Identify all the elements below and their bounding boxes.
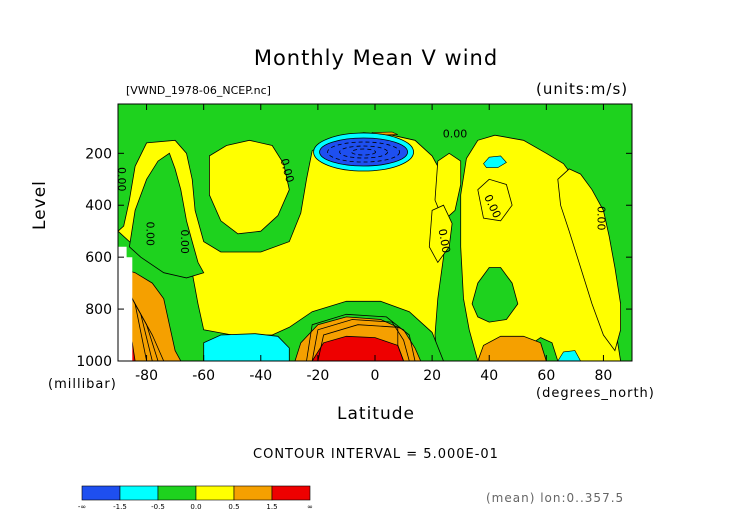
x-tick-label: -60 [192, 368, 215, 384]
terrain-mask [118, 246, 133, 361]
footer-note: (mean) lon:0..357.5 [486, 491, 625, 505]
colorbar-swatch [157, 485, 197, 501]
contour-label: 0.00 [144, 222, 157, 247]
colorbar-label: -1.5 [113, 503, 127, 511]
green-region-3 [471, 267, 519, 323]
colorbar-label: -0.5 [151, 503, 165, 511]
colorbar-swatch [233, 485, 273, 501]
y-tick-label: 400 [85, 198, 112, 214]
antarctic-contour-3 [140, 314, 165, 361]
x-tick-label: -20 [306, 368, 329, 384]
contour-label: 0.00 [443, 128, 468, 141]
colorbar-label: -∞ [78, 503, 86, 511]
x-tick-label: -80 [135, 368, 158, 384]
y-axis-title: Level [30, 180, 50, 230]
red-surface-center [311, 335, 405, 361]
x-tick-label: -40 [249, 368, 272, 384]
units-label: (units:m/s) [536, 80, 629, 98]
orange-surface-north [477, 335, 547, 361]
colorbar-swatch [81, 485, 121, 501]
colorbar-label: ∞ [307, 503, 313, 511]
yellow-pocket-0 [208, 139, 290, 235]
x-axis-title: Latitude [337, 404, 415, 424]
chart-title: Monthly Mean V wind [253, 46, 499, 70]
contour-label: 0.00 [278, 157, 297, 184]
blue-upper-core [319, 137, 408, 167]
contour-label: 0.00 [115, 167, 128, 192]
y-tick-label: 200 [85, 146, 112, 162]
yellow-pocket-2 [434, 152, 462, 222]
cyan-surface-north [557, 350, 581, 361]
red-contour-0 [306, 313, 416, 361]
red-contour-1 [311, 319, 410, 361]
contour-label: 0.00 [595, 206, 608, 231]
y-tick-label: 600 [85, 250, 112, 266]
colorbar-swatch [271, 485, 311, 501]
colorbar-label: 0.5 [228, 503, 239, 511]
yellow-pocket-4 [428, 204, 453, 264]
colorbar-swatch [195, 485, 235, 501]
colorbar-label: 1.5 [266, 503, 277, 511]
colorbar-swatch [119, 485, 159, 501]
contour-interval-label: CONTOUR INTERVAL = 5.000E-01 [253, 447, 499, 462]
y-tick-label: 800 [85, 302, 112, 318]
x-tick-label: 0 [371, 368, 380, 384]
contour-label: 0.00 [178, 229, 191, 254]
x-tick-label: 60 [537, 368, 555, 384]
x-axis-unit: (degrees_north) [536, 386, 655, 401]
orange-antarctic [118, 267, 182, 361]
blue-contour-1 [327, 141, 400, 163]
cyan-surface-south [203, 333, 290, 361]
x-tick-label: 80 [595, 368, 613, 384]
dataset-label: [VWND_1978-06_NCEP.nc] [126, 84, 271, 97]
y-axis-unit: (millibar) [48, 377, 117, 392]
colorbar-label: 0.0 [190, 503, 201, 511]
x-tick-label: 40 [480, 368, 498, 384]
red-contour-2 [317, 324, 404, 361]
yellow-pocket-1 [557, 168, 621, 352]
blue-contour-3 [351, 148, 376, 156]
blue-contour-2 [339, 145, 388, 159]
contour-label: 0.00 [436, 228, 453, 254]
cyan-upper-north [483, 155, 507, 168]
x-tick-label: 20 [423, 368, 441, 384]
green-region-2 [128, 152, 205, 279]
y-tick-label: 1000 [76, 354, 112, 370]
yellow-pocket-3 [477, 178, 513, 222]
